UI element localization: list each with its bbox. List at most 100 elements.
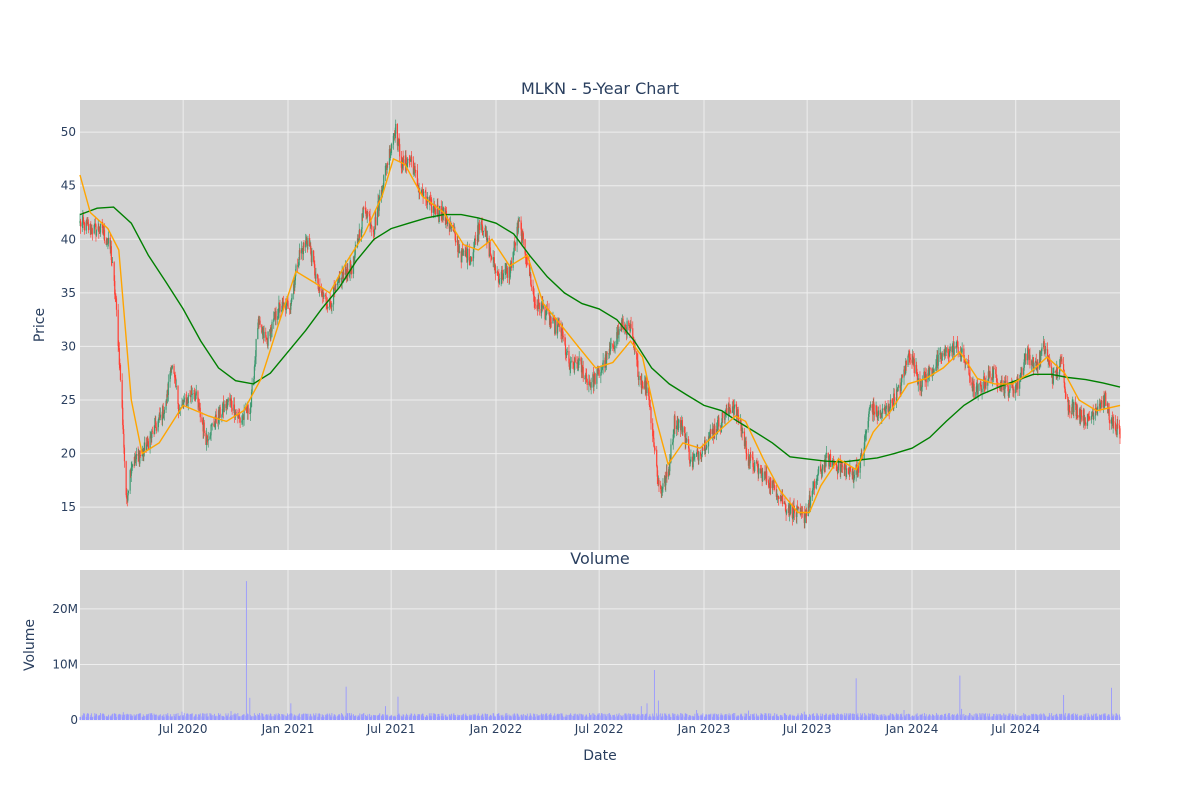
candle-body — [378, 197, 380, 211]
volume-bar — [685, 714, 687, 720]
volume-bar — [259, 715, 261, 720]
volume-bar — [546, 716, 548, 720]
volume-bar — [1067, 715, 1069, 720]
volume-bar — [995, 715, 997, 720]
volume-bar — [1084, 714, 1086, 720]
volume-bar — [556, 714, 558, 720]
candle-body — [425, 199, 428, 202]
volume-bar — [781, 715, 783, 720]
volume-bar — [285, 716, 287, 720]
volume-bar — [158, 716, 160, 720]
candle-body — [177, 403, 180, 412]
volume-bar — [828, 714, 830, 720]
volume-bar — [354, 716, 356, 720]
candle-body — [586, 378, 588, 385]
volume-bar — [642, 714, 644, 720]
candle-body — [578, 360, 580, 368]
candle-body — [159, 414, 161, 418]
volume-bar — [191, 713, 193, 720]
volume-bar — [657, 715, 659, 720]
volume-bar — [271, 716, 273, 720]
volume-bar — [98, 716, 100, 720]
volume-bar — [1103, 713, 1105, 720]
candle-body — [680, 422, 682, 431]
candle-body — [512, 252, 514, 268]
volume-bar — [561, 714, 562, 720]
candle-body — [251, 384, 253, 393]
volume-bar — [197, 716, 199, 720]
volume-bar — [383, 714, 385, 720]
volume-bar — [432, 713, 434, 720]
volume-bar — [187, 713, 189, 720]
volume-bar — [999, 713, 1001, 720]
candle-body — [123, 447, 126, 462]
volume-bar — [948, 716, 950, 720]
volume-bar — [981, 713, 983, 720]
volume-bar — [589, 715, 591, 720]
volume-bar — [979, 716, 981, 720]
volume-bar — [924, 715, 926, 720]
candle-body — [825, 453, 828, 454]
volume-bar — [706, 715, 708, 720]
volume-bar — [1015, 713, 1017, 720]
volume-bar — [1072, 714, 1074, 720]
volume-bar — [494, 715, 496, 720]
volume-bar — [307, 713, 309, 720]
volume-bar — [130, 714, 132, 720]
volume-bar — [957, 715, 959, 720]
volume-bar — [1116, 713, 1118, 720]
candle-body — [589, 383, 591, 386]
volume-bar — [187, 714, 189, 720]
candle-body — [940, 352, 942, 360]
candle-body — [85, 220, 87, 231]
volume-bar — [1071, 714, 1073, 720]
volume-bar — [696, 710, 698, 720]
candle-body — [923, 371, 926, 375]
volume-bar — [245, 581, 247, 720]
volume-bar — [485, 714, 487, 720]
candle-body — [1025, 353, 1027, 361]
volume-bar — [261, 713, 263, 720]
volume-bar — [109, 716, 111, 720]
volume-bar — [763, 715, 765, 720]
volume-bar — [677, 716, 679, 720]
candle-body — [490, 254, 492, 256]
candle-body — [1090, 415, 1093, 420]
candle-body — [342, 272, 344, 278]
volume-bar — [984, 715, 986, 720]
volume-bar — [508, 714, 510, 720]
volume-bar — [594, 714, 596, 720]
volume-bar — [243, 714, 245, 720]
volume-bar — [668, 714, 670, 720]
volume-bar — [790, 715, 792, 720]
candle-body — [383, 175, 385, 186]
candle-body — [376, 210, 379, 226]
candle-body — [734, 404, 736, 407]
volume-bar — [857, 716, 859, 720]
candle-body — [941, 353, 943, 361]
volume-bar — [404, 716, 406, 720]
volume-bar — [274, 716, 276, 720]
candle-body — [282, 302, 285, 304]
volume-bar — [855, 678, 857, 720]
volume-bar — [925, 714, 927, 720]
volume-bar — [497, 713, 499, 720]
volume-bar — [889, 713, 891, 720]
volume-bar — [693, 716, 695, 720]
volume-bar — [959, 714, 961, 720]
candle-body — [473, 244, 475, 249]
volume-bar — [638, 716, 639, 720]
candle-body — [315, 274, 317, 279]
candle-body — [536, 305, 538, 309]
volume-bar — [837, 716, 839, 720]
volume-bar — [247, 713, 248, 720]
volume-bar — [1035, 714, 1037, 720]
volume-bar — [359, 713, 361, 720]
candle-body — [1045, 349, 1047, 351]
candle-body — [1105, 392, 1107, 406]
volume-bar — [991, 716, 993, 720]
candle-body — [1058, 366, 1061, 375]
candle-body — [648, 396, 650, 406]
volume-bar — [1091, 716, 1093, 720]
candle-body — [162, 406, 164, 418]
